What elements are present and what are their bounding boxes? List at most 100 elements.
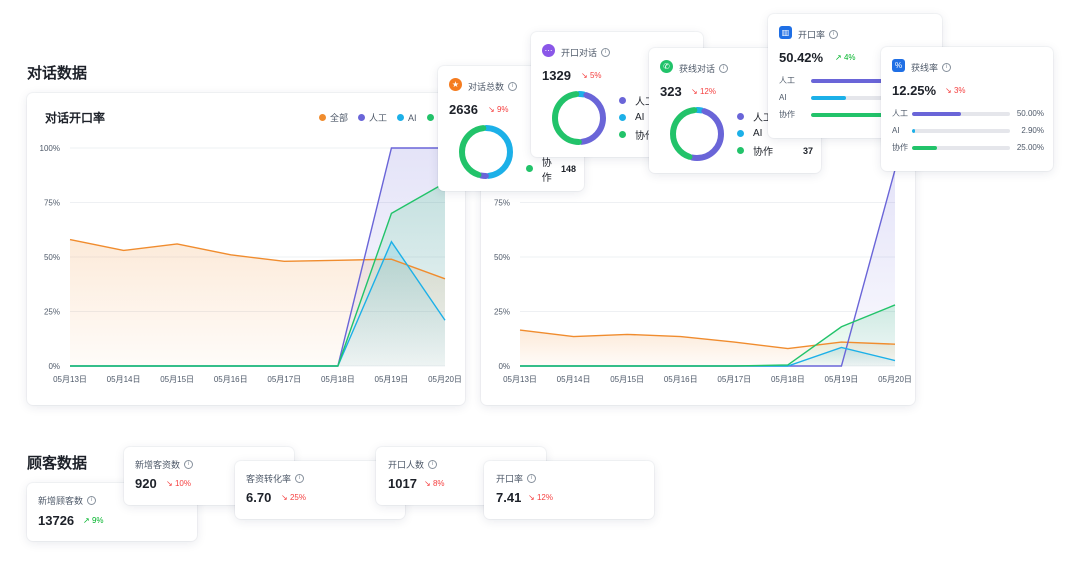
legend-dot <box>319 114 326 121</box>
x-tick-label: 05月18日 <box>771 375 805 384</box>
arrow-up-icon: ↗ <box>835 53 844 62</box>
progress-bar <box>912 111 1010 116</box>
customer-section-title: 顾客数据 <box>27 455 88 472</box>
all-series-line[interactable] <box>519 329 896 350</box>
dialogue-open-rate-chart-card: 对话开口率 全部 人工 AI 0% 25% 50% 75% 100% 05月13日 05月1… <box>27 93 465 405</box>
y-tick-label: 100% <box>40 144 60 153</box>
bar-label: 协作 <box>779 110 795 119</box>
kpi-value: 920 <box>135 476 157 491</box>
legend-label: 人工 <box>635 97 655 108</box>
kpi-change-value: 3% <box>953 86 966 95</box>
arrow-down-icon: ↘ <box>945 86 954 95</box>
legend-dot <box>619 114 626 121</box>
collab-series-line[interactable] <box>70 182 446 367</box>
x-tick-label: 05月13日 <box>53 375 87 384</box>
kpi-label: 获线率 i <box>911 61 952 74</box>
kpi-change-value: 12% <box>536 493 553 502</box>
legend-value: 148 <box>560 163 576 174</box>
bar-row: AI 2.90% <box>892 122 1044 139</box>
info-icon[interactable]: i <box>428 460 438 469</box>
kpi-change: ↘ 5% <box>581 71 602 80</box>
star-icon: ★ <box>449 78 462 91</box>
customer-open-rate-card: 开口率 i 7.41 ↘ 12% <box>484 461 654 519</box>
kpi-label-text: 新增客资数 <box>135 460 181 470</box>
line-chart: 0% 25% 50% 75% 100% 05月13日 05月14日 05月15日 05月16日 0… <box>40 144 462 384</box>
kpi-value: 6.70 <box>246 490 272 505</box>
y-tick-label: 50% <box>494 253 510 262</box>
arrow-up-icon: ↗ <box>83 516 92 525</box>
legend-dot <box>526 165 533 172</box>
donut-segment[interactable] <box>670 107 724 161</box>
bar-rows: 人工 AI 协作 <box>779 72 929 123</box>
legend-dot <box>737 147 744 154</box>
progress-fill <box>912 128 915 133</box>
kpi-change-value: 4% <box>843 53 856 62</box>
x-tick-label: 05月17日 <box>717 375 751 384</box>
info-icon[interactable]: i <box>601 48 611 57</box>
y-tick-label: 0% <box>498 362 510 371</box>
dialogue-section-title: 对话数据 <box>27 65 88 82</box>
donut-segment[interactable] <box>459 125 513 179</box>
progress-fill <box>912 145 937 150</box>
bar-row: 协作 25.00% <box>892 139 1044 156</box>
all-series-line[interactable] <box>69 238 446 280</box>
info-icon[interactable]: i <box>508 82 518 91</box>
donut-chart <box>670 107 724 161</box>
kpi-change-value: 8% <box>432 479 445 488</box>
kpi-change: ↗ 4% <box>835 53 856 62</box>
info-icon[interactable]: i <box>184 460 194 469</box>
info-icon[interactable]: i <box>719 64 729 73</box>
donut-segment[interactable] <box>552 91 606 145</box>
y-tick-label: 75% <box>494 199 510 208</box>
kpi-label-text: 开口人数 <box>388 460 425 470</box>
kpi-change: ↘ 8% <box>424 479 445 488</box>
x-tick-label: 05月20日 <box>878 375 912 384</box>
y-tick-label: 25% <box>494 308 510 317</box>
legend-label: AI <box>753 128 763 139</box>
info-icon[interactable]: i <box>829 30 839 39</box>
kpi-change: ↘ 9% <box>488 105 509 114</box>
legend-item-ai[interactable]: AI <box>397 111 417 124</box>
kpi-change-value: 12% <box>699 87 716 96</box>
x-tick-label: 05月18日 <box>321 375 355 384</box>
chart-legend: 全部 人工 AI <box>319 111 434 124</box>
legend-label: 协作 <box>635 131 655 142</box>
legend-row: 协作 <box>619 126 699 143</box>
kpi-label: 开口率 i <box>798 28 839 41</box>
donut-chart <box>459 125 513 179</box>
bar-row: AI <box>779 89 929 106</box>
kpi-label: 获线对话 i <box>679 62 729 75</box>
collab-series-area <box>520 304 895 366</box>
legend-item-human[interactable]: 人工 <box>358 111 387 124</box>
arrow-down-icon: ↘ <box>488 105 497 114</box>
legend-item-collab[interactable] <box>426 111 434 124</box>
info-icon[interactable]: i <box>295 474 305 483</box>
progress-bar <box>810 78 929 83</box>
legend-item-all[interactable]: 全部 <box>319 111 348 124</box>
info-icon[interactable]: i <box>942 63 952 72</box>
collab-series-line[interactable] <box>520 304 896 367</box>
kpi-value: 2636 <box>449 102 478 117</box>
bar-label: AI <box>892 126 900 135</box>
legend-label: 全部 <box>330 113 349 123</box>
arrow-down-icon: ↘ <box>281 493 290 502</box>
chart-title: 对话开口率 <box>45 111 106 125</box>
y-tick-label: 75% <box>44 199 60 208</box>
percent-icon: % <box>892 59 905 72</box>
kpi-change: ↘ 12% <box>691 87 716 96</box>
y-tick-label: 0% <box>48 362 60 371</box>
kpi-value: 13726 <box>38 513 75 528</box>
arrow-down-icon: ↘ <box>424 479 433 488</box>
kpi-value: 1329 <box>542 68 571 83</box>
legend-dot <box>737 113 744 120</box>
line-chart: 0% 25% 50% 75% 05月13日 05月14日 05月15日 05月16日 05月17… <box>494 169 912 384</box>
info-icon[interactable]: i <box>87 496 97 505</box>
legend-row: AI <box>737 125 813 142</box>
donut-segment[interactable] <box>670 107 724 161</box>
x-tick-label: 05月14日 <box>557 375 591 384</box>
legend-row: AI <box>619 109 699 126</box>
kpi-value: 323 <box>660 84 682 99</box>
info-icon[interactable]: i <box>527 474 537 483</box>
bar-label: 人工 <box>779 76 795 85</box>
donut-segment[interactable] <box>459 125 513 179</box>
